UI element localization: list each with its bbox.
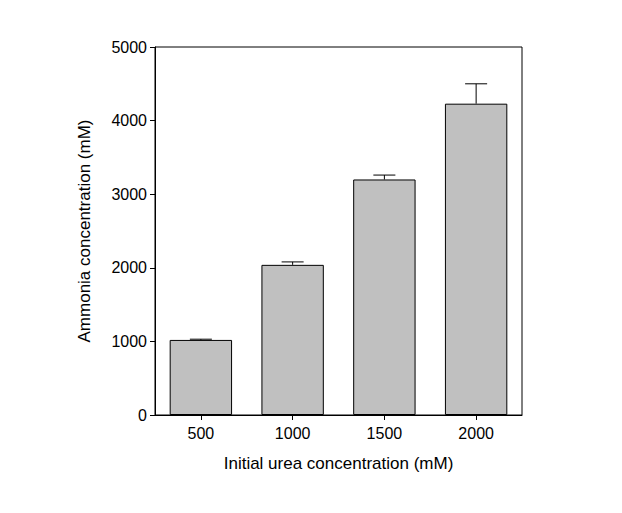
svg-text:2000: 2000 bbox=[111, 259, 147, 276]
svg-text:1500: 1500 bbox=[367, 425, 403, 442]
svg-text:5000: 5000 bbox=[111, 39, 147, 56]
svg-text:Initial urea concentration (mM: Initial urea concentration (mM) bbox=[224, 454, 454, 473]
svg-text:3000: 3000 bbox=[111, 186, 147, 203]
svg-text:1000: 1000 bbox=[275, 425, 311, 442]
svg-text:Ammonia concentration (mM): Ammonia concentration (mM) bbox=[75, 120, 94, 343]
svg-text:0: 0 bbox=[138, 407, 147, 424]
svg-text:500: 500 bbox=[188, 425, 215, 442]
svg-text:2000: 2000 bbox=[458, 425, 494, 442]
svg-text:4000: 4000 bbox=[111, 112, 147, 129]
svg-text:1000: 1000 bbox=[111, 333, 147, 350]
